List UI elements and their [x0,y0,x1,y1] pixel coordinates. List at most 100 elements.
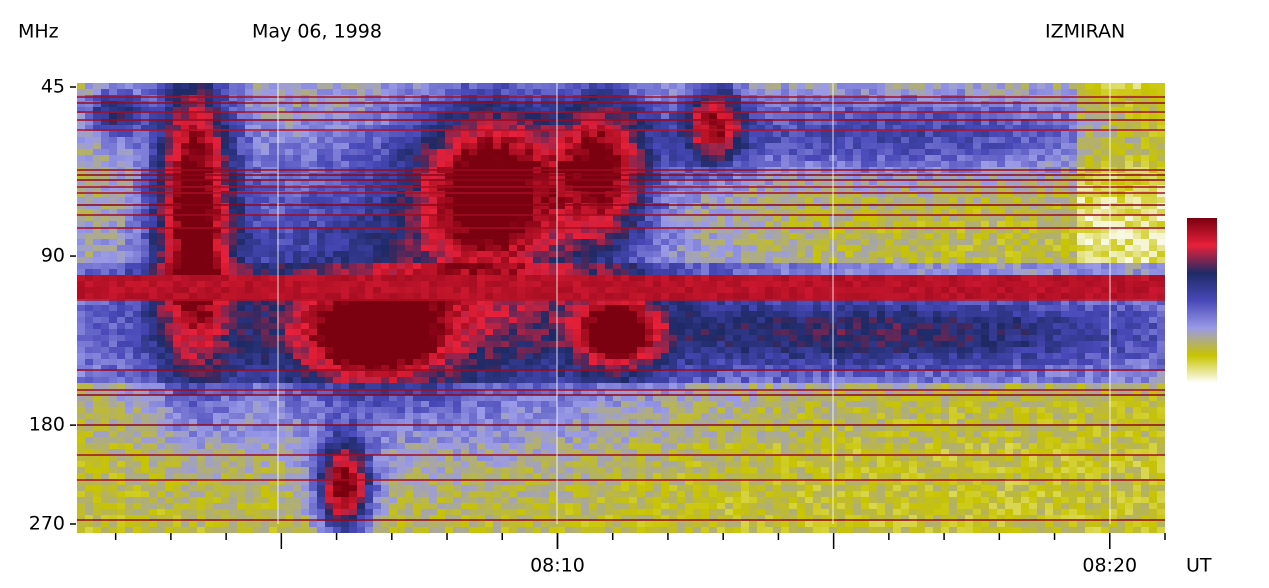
spectrogram-cell [717,275,725,281]
spectrogram-cell [989,221,997,227]
spectrogram-cell [653,215,661,221]
spectrogram-cell [85,101,93,107]
spectrogram-cell [853,185,861,191]
spectrogram-cell [557,149,565,155]
spectrogram-cell [885,215,893,221]
spectrogram-cell [765,275,773,281]
spectrogram-cell [709,245,717,251]
spectrogram-cell [333,161,341,167]
spectrogram-cell [173,179,181,185]
spectrogram-cell [525,287,533,293]
spectrogram-cell [981,239,989,245]
spectrogram-cell [477,269,485,275]
spectrogram-cell [645,185,653,191]
spectrogram-cell [589,143,597,149]
spectrogram-cell [1085,137,1093,143]
spectrogram-cell [1101,143,1109,149]
spectrogram-cell [93,209,101,215]
spectrogram-cell [1013,197,1021,203]
spectrogram-cell [205,119,213,125]
spectrogram-cell [141,221,149,227]
spectrogram-cell [877,239,885,245]
spectrogram-cell [413,185,421,191]
spectrogram-cell [173,113,181,119]
spectrogram-cell [517,149,525,155]
spectrogram-cell [989,293,997,299]
spectrogram-cell [341,299,349,305]
spectrogram-cell [957,185,965,191]
spectrogram-cell [789,263,797,269]
spectrogram-cell [573,119,581,125]
spectrogram-cell [685,131,693,137]
spectrogram-cell [285,125,293,131]
spectrogram-cell [677,143,685,149]
spectrogram-cell [77,125,85,131]
spectrogram-cell [253,113,261,119]
spectrogram-cell [157,257,165,263]
spectrogram-cell [1093,197,1101,203]
spectrogram-cell [429,209,437,215]
spectrogram-cell [637,113,645,119]
spectrogram-cell [1133,161,1141,167]
spectrogram-cell [333,203,341,209]
spectrogram-cell [469,197,477,203]
spectrogram-cell [101,119,109,125]
spectrogram-cell [485,245,493,251]
spectrogram-cell [205,215,213,221]
spectrogram-cell [933,89,941,95]
spectrogram-cell [1037,197,1045,203]
spectrogram-cell [1021,287,1029,293]
spectrogram-cell [165,233,173,239]
spectrogram-cell [861,119,869,125]
spectrogram-cell [669,113,677,119]
spectrogram-cell [589,281,597,287]
spectrogram-cell [181,287,189,293]
spectrogram-cell [973,221,981,227]
spectrogram-cell [237,95,245,101]
spectrogram-cell [509,125,517,131]
spectrogram-cell [101,293,109,299]
spectrogram-cell [213,257,221,263]
spectrogram-cell [797,269,805,275]
spectrogram-cell [669,203,677,209]
spectrogram-cell [533,149,541,155]
spectrogram-cell [941,149,949,155]
spectrogram-cell [309,173,317,179]
spectrogram-cell [693,131,701,137]
spectrogram-cell [205,101,213,107]
spectrogram-cell [253,173,261,179]
spectrogram-cell [93,269,101,275]
spectrogram-cell [621,299,629,305]
spectrogram-cell [269,281,277,287]
spectrogram-cell [1029,131,1037,137]
spectrogram-cell [981,137,989,143]
spectrogram-cell [861,185,869,191]
spectrogram-cell [205,137,213,143]
spectrogram-cell [445,185,453,191]
spectrogram-cell [1085,215,1093,221]
spectrogram-cell [445,299,453,305]
spectrogram-cell [853,269,861,275]
spectrogram-cell [285,299,293,305]
spectrogram-cell [253,161,261,167]
spectrogram-cell [325,209,333,215]
spectrogram-cell [1093,149,1101,155]
spectrogram-cell [1101,101,1109,107]
spectrogram-cell [237,251,245,257]
spectrogram-cell [317,251,325,257]
spectrogram-cell [845,221,853,227]
spectrogram-cell [1045,173,1053,179]
spectrogram-cell [677,215,685,221]
spectrogram-cell [77,149,85,155]
spectrogram-cell [493,191,501,197]
spectrogram-cell [77,257,85,263]
spectrogram-cell [973,275,981,281]
spectrogram-cell [485,287,493,293]
spectrogram-cell [349,257,357,263]
spectrogram-cell [797,137,805,143]
spectrogram-cell [461,269,469,275]
spectrogram-cell [557,89,565,95]
spectrogram-cell [221,233,229,239]
spectrogram-cell [1005,107,1013,113]
spectrogram-cell [1053,221,1061,227]
